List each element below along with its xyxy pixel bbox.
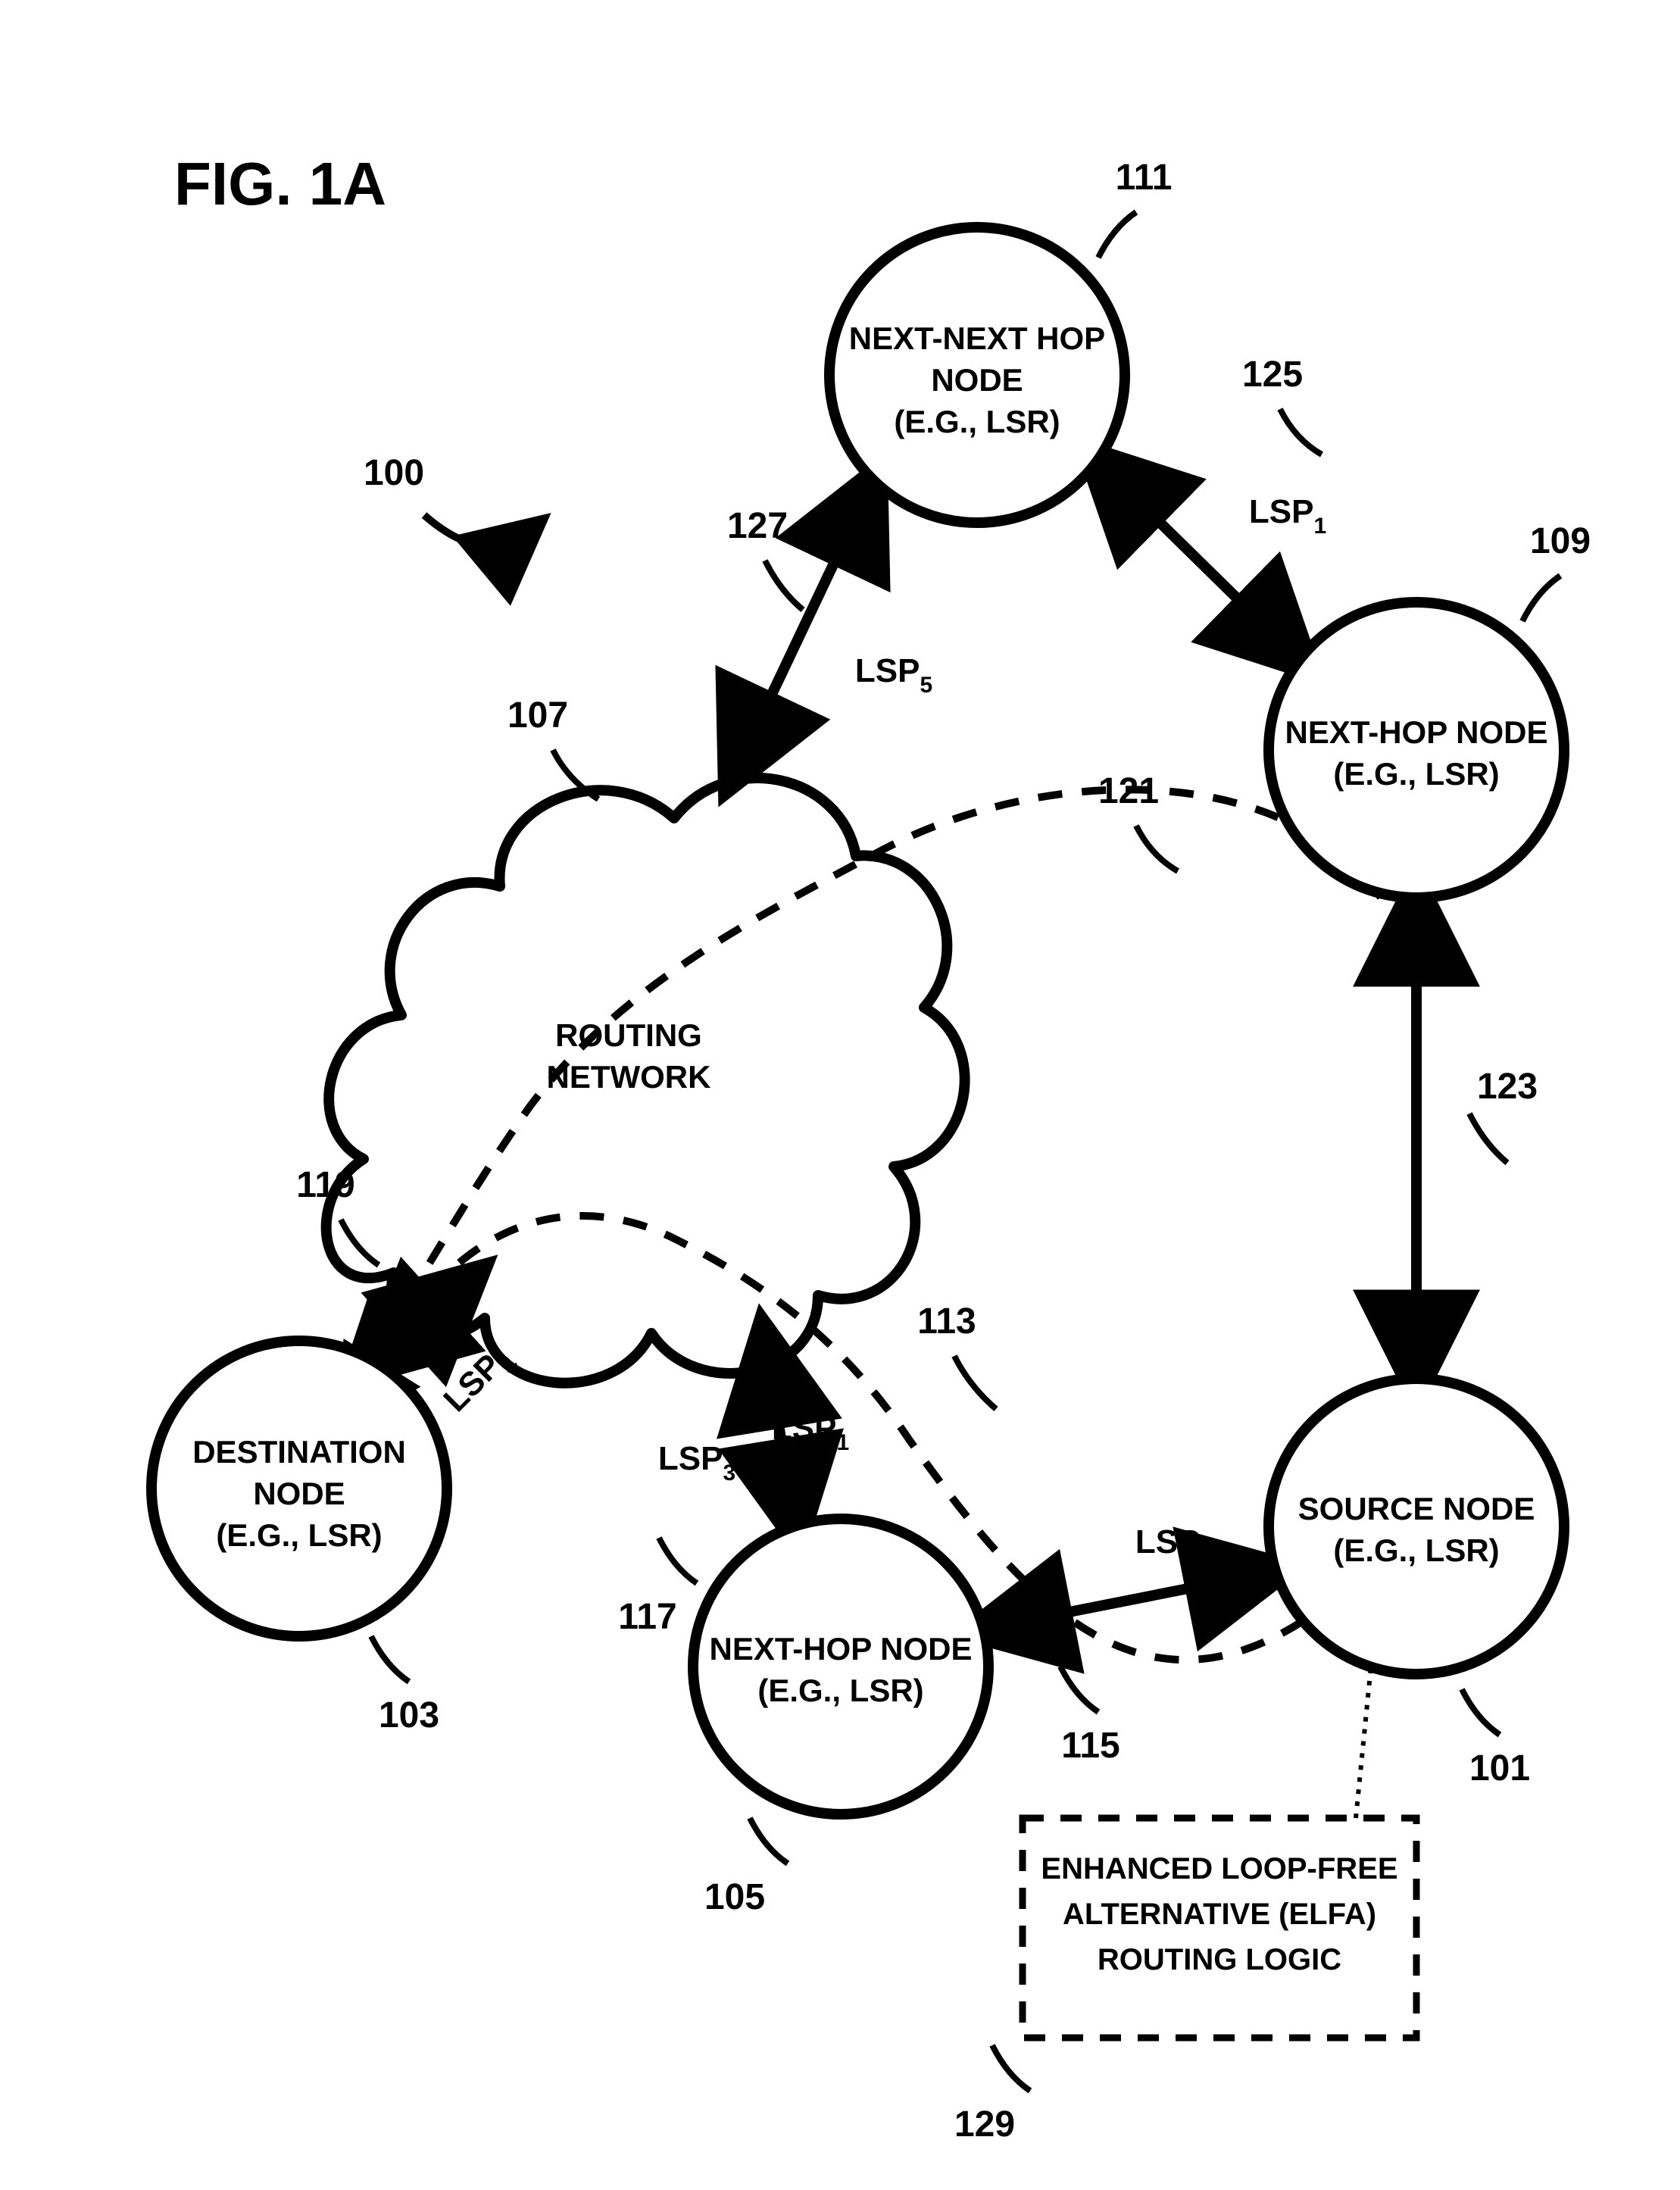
node-source-l1: SOURCE NODE <box>1298 1491 1535 1526</box>
node-109-l2: (E.G., LSR) <box>1333 756 1499 792</box>
ref-125-tick <box>1280 409 1322 455</box>
lsp1-top-label: LSP1 <box>1249 493 1326 539</box>
edge-lsp1-top <box>1098 462 1299 659</box>
ref-113-tick <box>954 1356 996 1409</box>
node-111-l2: NODE <box>931 362 1023 398</box>
node-destination: DESTINATION NODE (E.G., LSR) <box>151 1341 447 1636</box>
ref-103-tick <box>371 1636 409 1682</box>
lsp3-label: LSP3 <box>658 1440 735 1486</box>
ref-113: 113 <box>917 1301 976 1342</box>
ref-115-tick <box>1060 1667 1098 1712</box>
routing-network-cloud: ROUTING NETWORK <box>326 778 965 1383</box>
node-105-l2: (E.G., LSR) <box>757 1673 923 1708</box>
node-nexthop-109: NEXT-HOP NODE (E.G., LSR) <box>1269 602 1564 898</box>
ref-111: 111 <box>1116 158 1173 198</box>
node-dest-l2: NODE <box>253 1476 345 1511</box>
ref-101-tick <box>1462 1689 1500 1735</box>
ref-107: 107 <box>507 695 568 736</box>
node-dest-l1: DESTINATION <box>192 1434 406 1470</box>
node-105-l1: NEXT-HOP NODE <box>710 1631 973 1667</box>
ref-109: 109 <box>1530 521 1591 561</box>
ref-111-tick <box>1098 212 1136 258</box>
ref-121: 121 <box>1098 771 1159 811</box>
page: FIG. 1A 100 ROUTING NETWORK 107 121 LSP1… <box>0 0 1680 2190</box>
ref-121-tick <box>1136 826 1178 871</box>
ref-123-tick <box>1469 1114 1507 1163</box>
ref-115: 115 <box>1061 1726 1119 1766</box>
node-109-l1: NEXT-HOP NODE <box>1285 714 1548 750</box>
ref-123: 123 <box>1477 1067 1538 1107</box>
ref-125: 125 <box>1242 355 1303 395</box>
ref-100: 100 <box>364 453 424 493</box>
node-nexthop-105: NEXT-HOP NODE (E.G., LSR) <box>693 1519 988 1814</box>
cloud-label-2: NETWORK <box>547 1059 711 1095</box>
ref-119: 119 <box>296 1165 354 1205</box>
cloud-label-1: ROUTING <box>555 1017 702 1053</box>
ref-129: 129 <box>954 2104 1015 2145</box>
node-111-l1: NEXT-NEXT HOP <box>849 320 1105 356</box>
elfa-pointer <box>1356 1667 1371 1818</box>
ref-117: 117 <box>618 1597 676 1637</box>
ref-109-tick <box>1522 576 1560 621</box>
ref-127-tick <box>765 561 803 610</box>
node-source: SOURCE NODE (E.G., LSR) <box>1269 1379 1564 1674</box>
elfa-l1: ENHANCED LOOP-FREE <box>1041 1852 1397 1885</box>
ref-105: 105 <box>704 1877 765 1917</box>
lsp5-label: LSP5 <box>855 652 932 698</box>
node-dest-l3: (E.G., LSR) <box>216 1517 382 1553</box>
node-111-l3: (E.G., LSR) <box>894 404 1060 439</box>
diagram-canvas: FIG. 1A 100 ROUTING NETWORK 107 121 LSP1… <box>0 0 1680 2190</box>
elfa-l2: ALTERNATIVE (ELFA) <box>1063 1898 1376 1931</box>
figure-title: FIG. 1A <box>174 150 386 217</box>
ref-103: 103 <box>379 1695 439 1735</box>
lsp2-label: LSP2 <box>1135 1523 1213 1569</box>
ref-100-arrow <box>424 515 530 546</box>
ref-127: 127 <box>727 506 788 546</box>
ref-105-tick <box>750 1818 788 1864</box>
node-source-l2: (E.G., LSR) <box>1333 1532 1499 1568</box>
edge-lsp2 <box>985 1572 1272 1629</box>
elfa-l3: ROUTING LOGIC <box>1098 1943 1341 1976</box>
elfa-box: ENHANCED LOOP-FREE ALTERNATIVE (ELFA) RO… <box>1023 1818 1416 2038</box>
ref-129-tick <box>992 2045 1030 2091</box>
node-nnhop-111: NEXT-NEXT HOP NODE (E.G., LSR) <box>829 227 1125 523</box>
ref-101: 101 <box>1469 1748 1530 1789</box>
ref-117-tick <box>659 1538 697 1583</box>
